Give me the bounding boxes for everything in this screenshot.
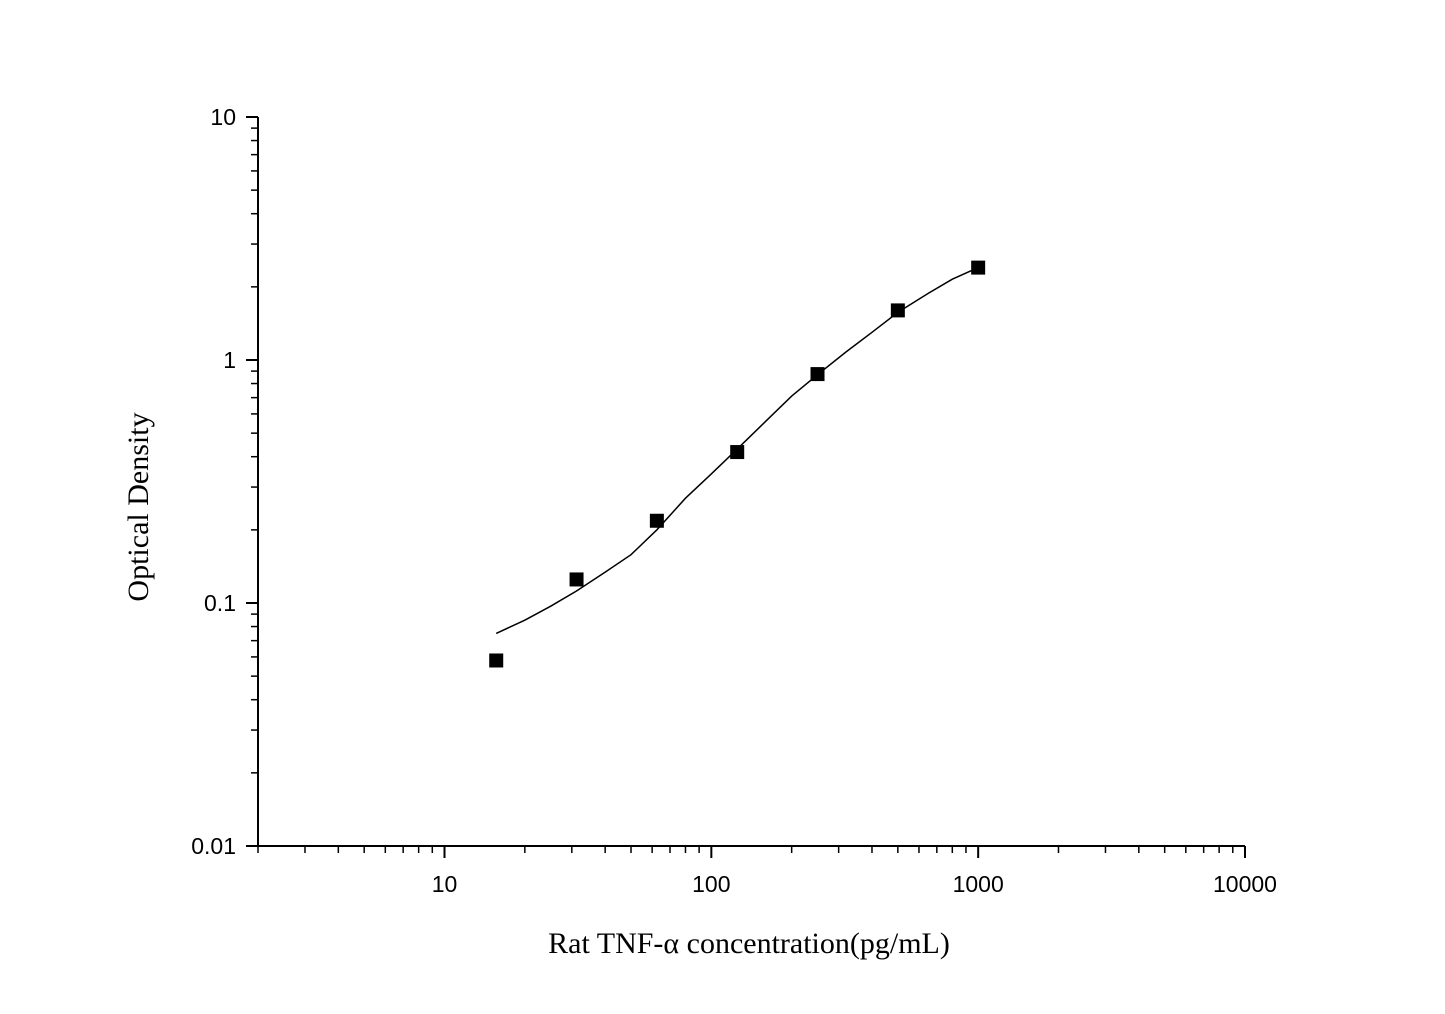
y-tick-label: 0.01 — [191, 833, 236, 859]
y-tick-label: 10 — [210, 104, 236, 130]
data-point — [971, 260, 986, 275]
y-tick-label: 1 — [223, 347, 236, 373]
y-axis-title: Optical Density — [122, 412, 155, 601]
data-point — [489, 653, 504, 668]
data-point — [730, 445, 745, 460]
tick-labels: 10 100 1000 10000 0.01 0.1 1 10 — [191, 104, 1277, 897]
ticks — [246, 116, 1246, 858]
x-tick-label: 1000 — [953, 871, 1004, 897]
data-point — [810, 367, 825, 382]
data-point — [649, 513, 664, 528]
x-axis-title: Rat TNF-α concentration(pg/mL) — [548, 927, 950, 960]
x-tick-label: 100 — [692, 871, 730, 897]
x-tick-label: 10 — [432, 871, 458, 897]
data-point — [890, 303, 905, 318]
axes — [257, 117, 1245, 847]
data-point — [569, 572, 584, 587]
x-tick-label: 10000 — [1213, 871, 1277, 897]
y-tick-label: 0.1 — [204, 590, 236, 616]
data-points — [489, 260, 986, 668]
